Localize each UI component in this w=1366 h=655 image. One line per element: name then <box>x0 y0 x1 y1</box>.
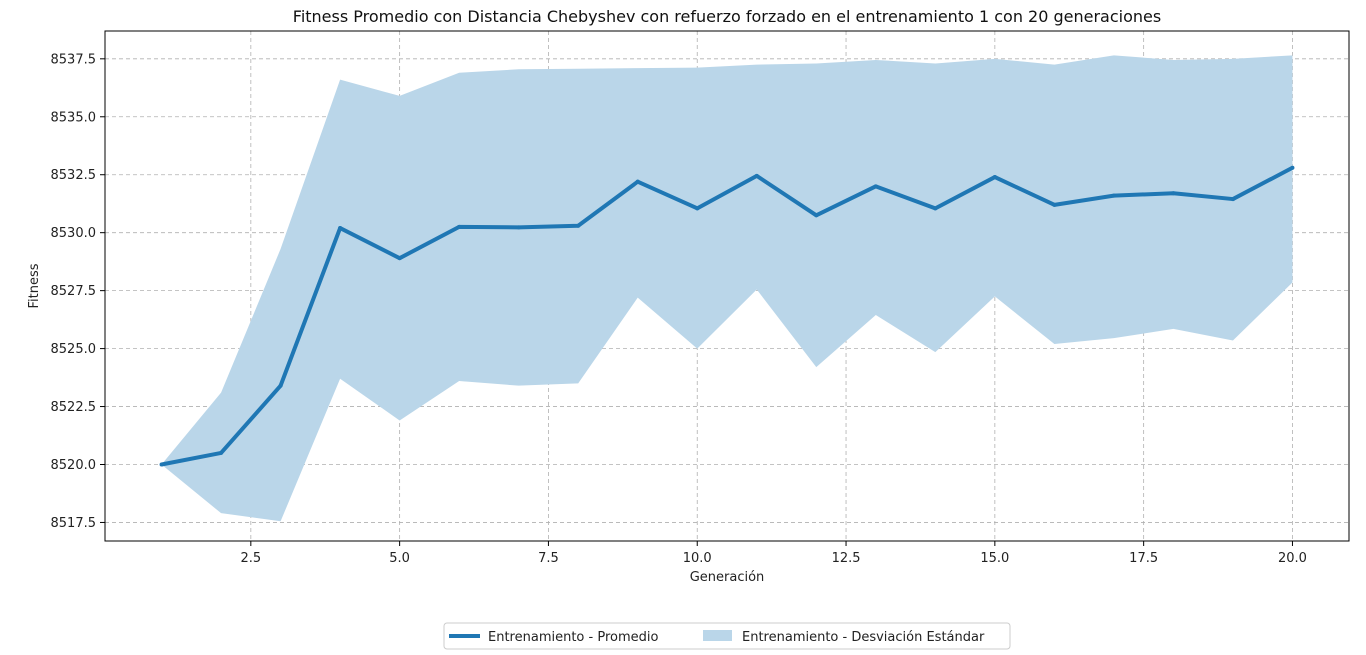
x-tick-label: 15.0 <box>980 551 1009 566</box>
mean-points <box>159 165 1295 467</box>
x-tick-label: 10.0 <box>683 551 712 566</box>
y-axis-ticks: 8517.5 8520.0 8522.5 8525.0 8527.5 8530.0 8532… <box>51 52 105 531</box>
mean-point <box>992 175 997 180</box>
y-tick-label: 8537.5 <box>51 52 97 67</box>
x-tick-label: 5.0 <box>389 551 410 566</box>
mean-point <box>457 224 462 229</box>
x-tick-label: 7.5 <box>538 551 559 566</box>
mean-point <box>873 184 878 189</box>
legend: Entrenamiento - Promedio Entrenamiento -… <box>443 622 1011 650</box>
mean-point <box>516 225 521 230</box>
legend-swatch-std-dev <box>703 630 732 641</box>
mean-point <box>338 226 343 231</box>
y-tick-label: 8527.5 <box>51 284 97 299</box>
std-dev-band <box>161 55 1293 522</box>
y-axis-label: Fitness <box>27 263 42 308</box>
mean-point <box>159 462 164 467</box>
y-tick-label: 8525.0 <box>51 342 97 357</box>
x-axis-label: Generación <box>690 570 765 585</box>
legend-label-mean: Entrenamiento - Promedio <box>488 630 658 645</box>
x-tick-label: 2.5 <box>240 551 261 566</box>
mean-point <box>1111 193 1116 198</box>
x-tick-label: 20.0 <box>1278 551 1307 566</box>
chart-title: Fitness Promedio con Distancia Chebyshev… <box>293 7 1161 26</box>
y-tick-label: 8530.0 <box>51 226 97 241</box>
mean-point <box>278 383 283 388</box>
mean-point <box>1230 197 1235 202</box>
mean-point <box>1052 202 1057 207</box>
mean-point <box>576 223 581 228</box>
mean-point <box>1290 165 1295 170</box>
mean-point <box>933 206 938 211</box>
x-tick-label: 17.5 <box>1129 551 1158 566</box>
y-tick-label: 8522.5 <box>51 400 97 415</box>
mean-line <box>161 165 1294 467</box>
mean-point <box>814 213 819 218</box>
mean-point <box>219 450 224 455</box>
y-tick-label: 8517.5 <box>51 516 97 531</box>
legend-label-std-dev: Entrenamiento - Desviación Estándar <box>742 630 985 645</box>
x-tick-label: 12.5 <box>832 551 861 566</box>
mean-point <box>695 206 700 211</box>
mean-point <box>754 173 759 178</box>
mean-point <box>635 179 640 184</box>
y-tick-label: 8520.0 <box>51 458 97 473</box>
mean-point <box>1171 191 1176 196</box>
y-tick-label: 8535.0 <box>51 110 97 125</box>
x-axis-ticks: 2.5 5.0 7.5 10.0 12.5 15.0 17.5 20.0 <box>240 541 1307 566</box>
plot-area-frame <box>104 30 1350 542</box>
mean-point <box>397 256 402 261</box>
y-tick-label: 8532.5 <box>51 168 97 183</box>
